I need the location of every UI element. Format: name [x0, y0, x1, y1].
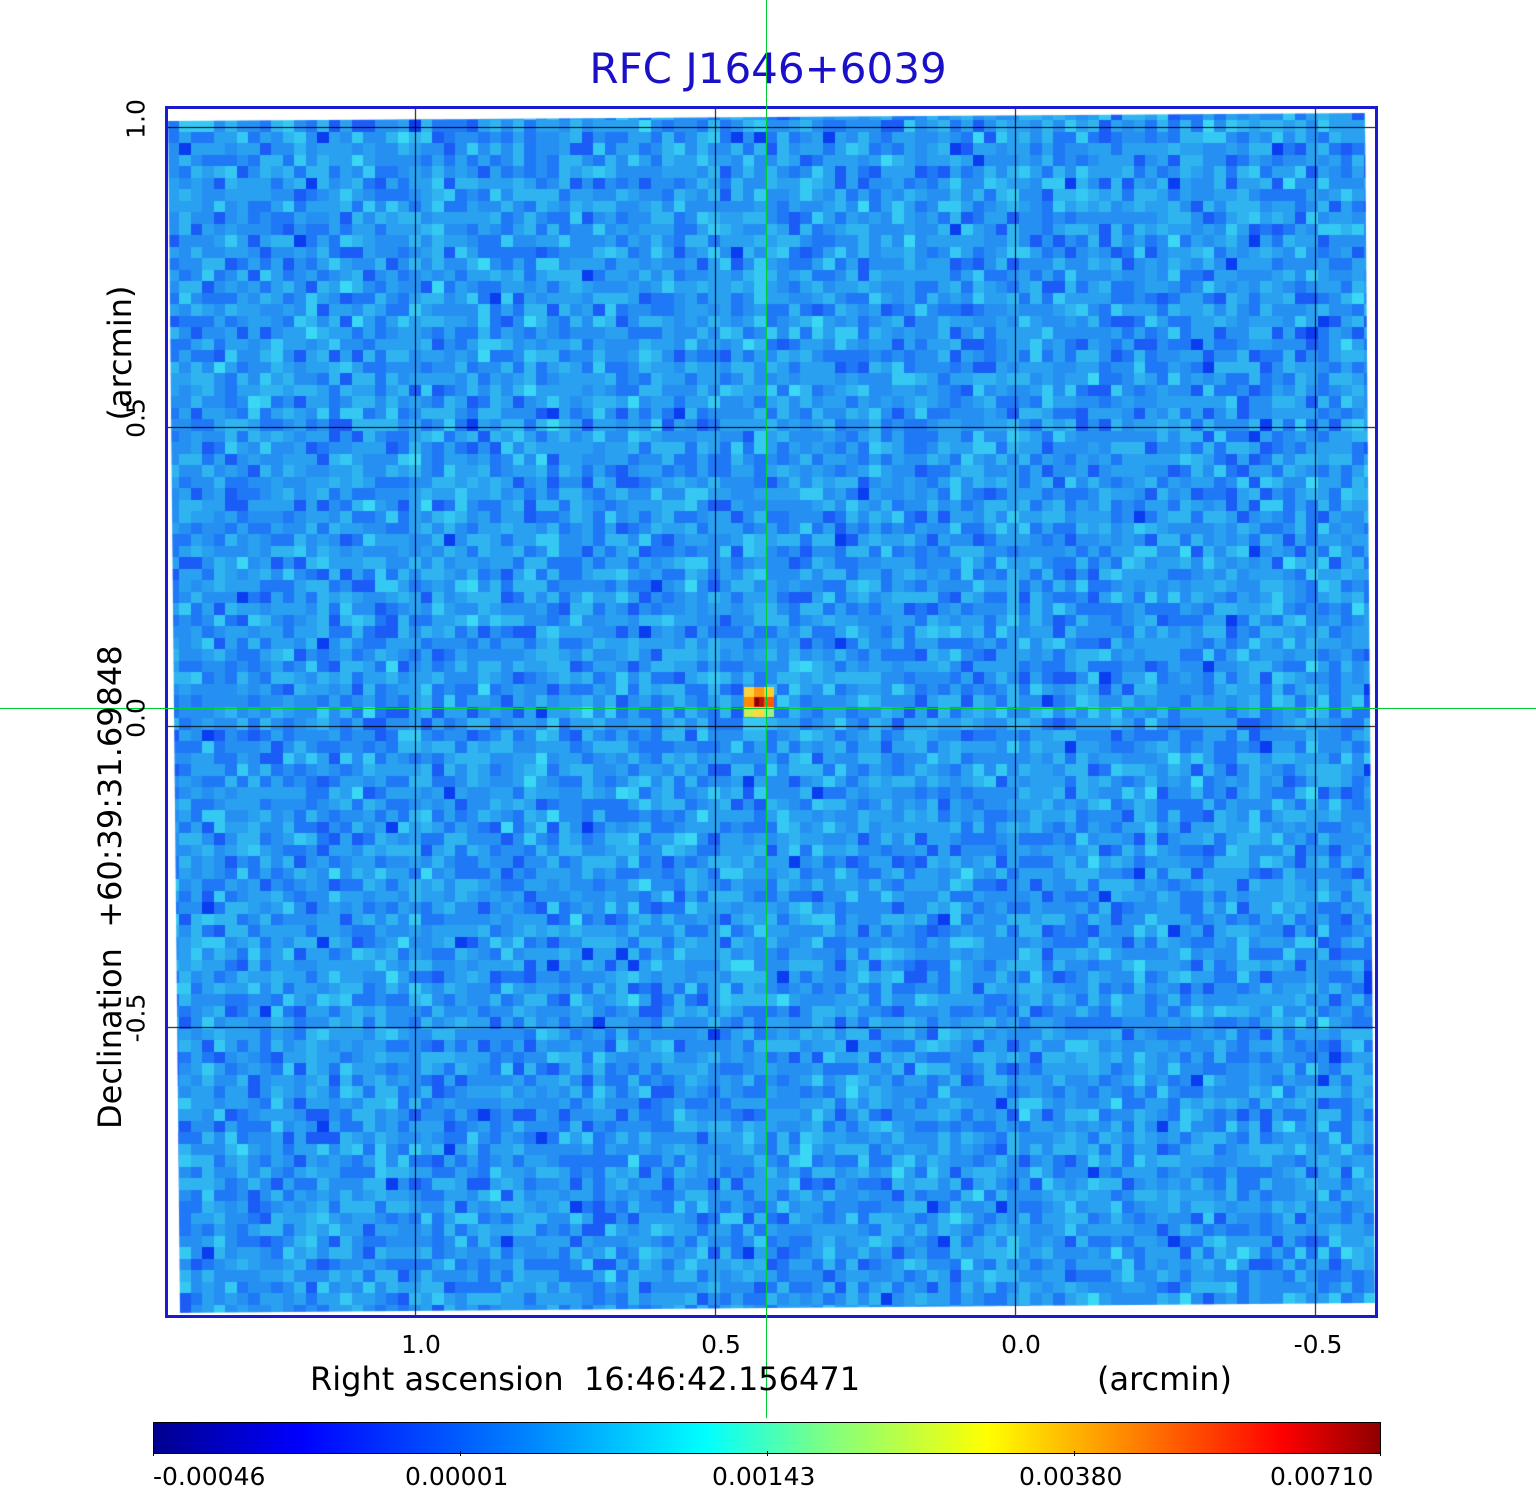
x-axis-unit: (arcmin)	[1097, 1360, 1232, 1398]
colorbar-tick-label: 0.00001	[405, 1462, 509, 1491]
colorbar-tick-mark	[460, 1451, 461, 1456]
x-tick-label: 1.0	[401, 1330, 441, 1359]
y-axis-unit: (arcmin)	[101, 285, 139, 421]
colorbar-tick-mark	[153, 1451, 154, 1456]
y-tick-label: 1.0	[121, 99, 151, 139]
colorbar-tick-label: 0.00710	[1270, 1462, 1374, 1491]
y-axis-label: Declination +60:39:31.69848	[91, 645, 129, 1129]
colorbar-tick-mark	[1074, 1451, 1075, 1456]
x-tick-label: -0.5	[1293, 1330, 1343, 1359]
x-axis-label: Right ascension 16:46:42.156471	[310, 1360, 861, 1398]
colorbar-tick-label: -0.00046	[153, 1462, 266, 1491]
crosshair-horizontal	[0, 708, 1536, 709]
colorbar-tick-label: 0.00143	[712, 1462, 816, 1491]
sky-image[interactable]	[168, 109, 1375, 1315]
x-tick-label: 0.5	[701, 1330, 741, 1359]
x-tick-label: 0.0	[1001, 1330, 1041, 1359]
colorbar-tick-label: 0.00380	[1019, 1462, 1123, 1491]
crosshair-vertical	[766, 0, 767, 1418]
colorbar-tick-mark	[767, 1451, 768, 1456]
colorbar-tick-mark	[1380, 1451, 1381, 1456]
plot-title: RFC J1646+6039	[589, 44, 947, 93]
colorbar	[153, 1422, 1381, 1454]
